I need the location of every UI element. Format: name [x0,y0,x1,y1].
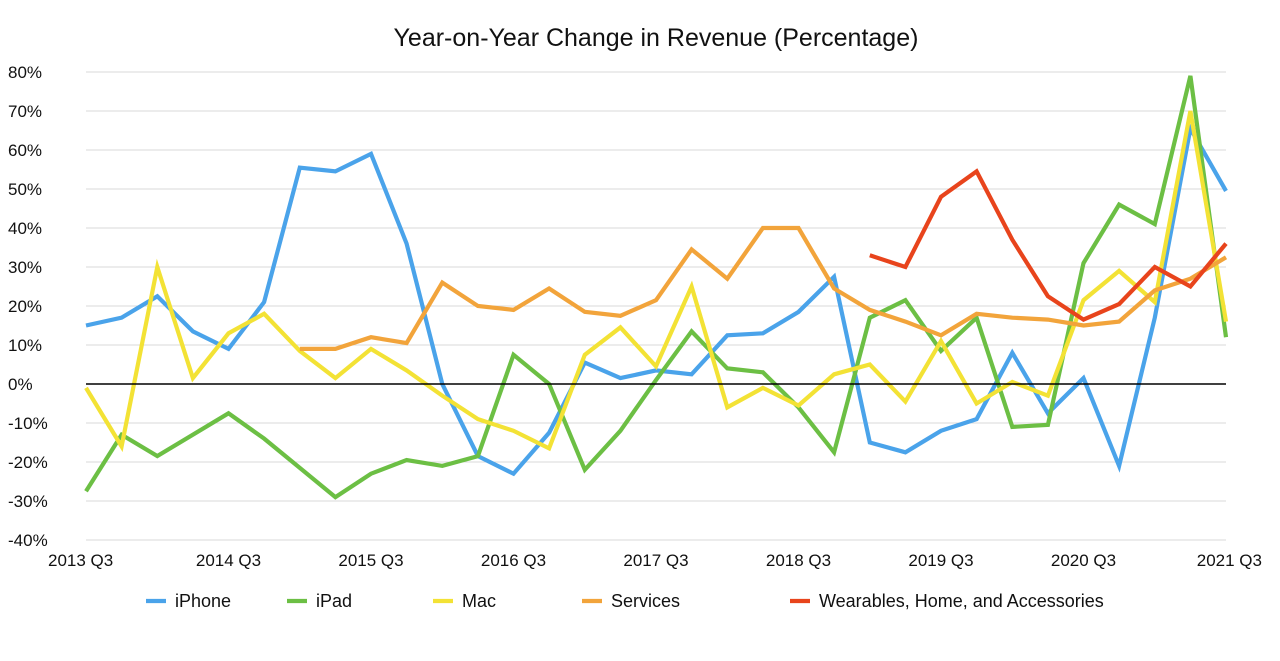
gridlines [86,71,1226,541]
x-tick-label: 2017 Q3 [623,551,688,570]
legend-label: iPhone [175,591,231,611]
series-line-mac [84,110,1229,453]
y-tick-label: -20% [8,453,48,472]
series-line-services [299,225,1228,351]
legend: iPhone iPad Mac Services Wearables, Home, an… [146,591,1104,611]
y-tick-label: 0% [8,375,33,394]
x-tick-label: 2014 Q3 [196,551,261,570]
series-line-wearables-home-and-accessories [869,168,1228,322]
y-tick-label: 80% [8,63,42,82]
x-tick-label: 2016 Q3 [481,551,546,570]
legend-label: Services [611,591,680,611]
y-tick-label: -40% [8,531,48,550]
x-axis-ticks: 2013 Q3 2014 Q3 2015 Q3 2016 Q3 2017 Q3 2018 … [48,551,1262,570]
y-tick-label: 20% [8,297,42,316]
legend-label: Mac [462,591,496,611]
y-tick-label: 50% [8,180,42,199]
x-tick-label: 2019 Q3 [908,551,973,570]
legend-label: iPad [316,591,352,611]
legend-label: Wearables, Home, and Accessories [819,591,1104,611]
x-tick-label: 2018 Q3 [766,551,831,570]
y-tick-label: 70% [8,102,42,121]
x-tick-label: 2013 Q3 [48,551,113,570]
chart-title: Year-on-Year Change in Revenue (Percenta… [394,24,919,52]
y-tick-label: -30% [8,492,48,511]
x-tick-label: 2021 Q3 [1197,551,1262,570]
y-tick-label: 40% [8,219,42,238]
x-tick-label: 2020 Q3 [1051,551,1116,570]
series-line-ipad [84,75,1229,500]
y-axis-ticks: 80% 70% 60% 50% 40% 30% 20% 10% 0% -10% -20% -30% -4… [8,63,48,550]
x-tick-label: 2015 Q3 [338,551,403,570]
y-tick-label: -10% [8,414,48,433]
y-tick-label: 30% [8,258,42,277]
y-tick-label: 10% [8,336,42,355]
series-lines [84,75,1229,500]
y-tick-label: 60% [8,141,42,160]
